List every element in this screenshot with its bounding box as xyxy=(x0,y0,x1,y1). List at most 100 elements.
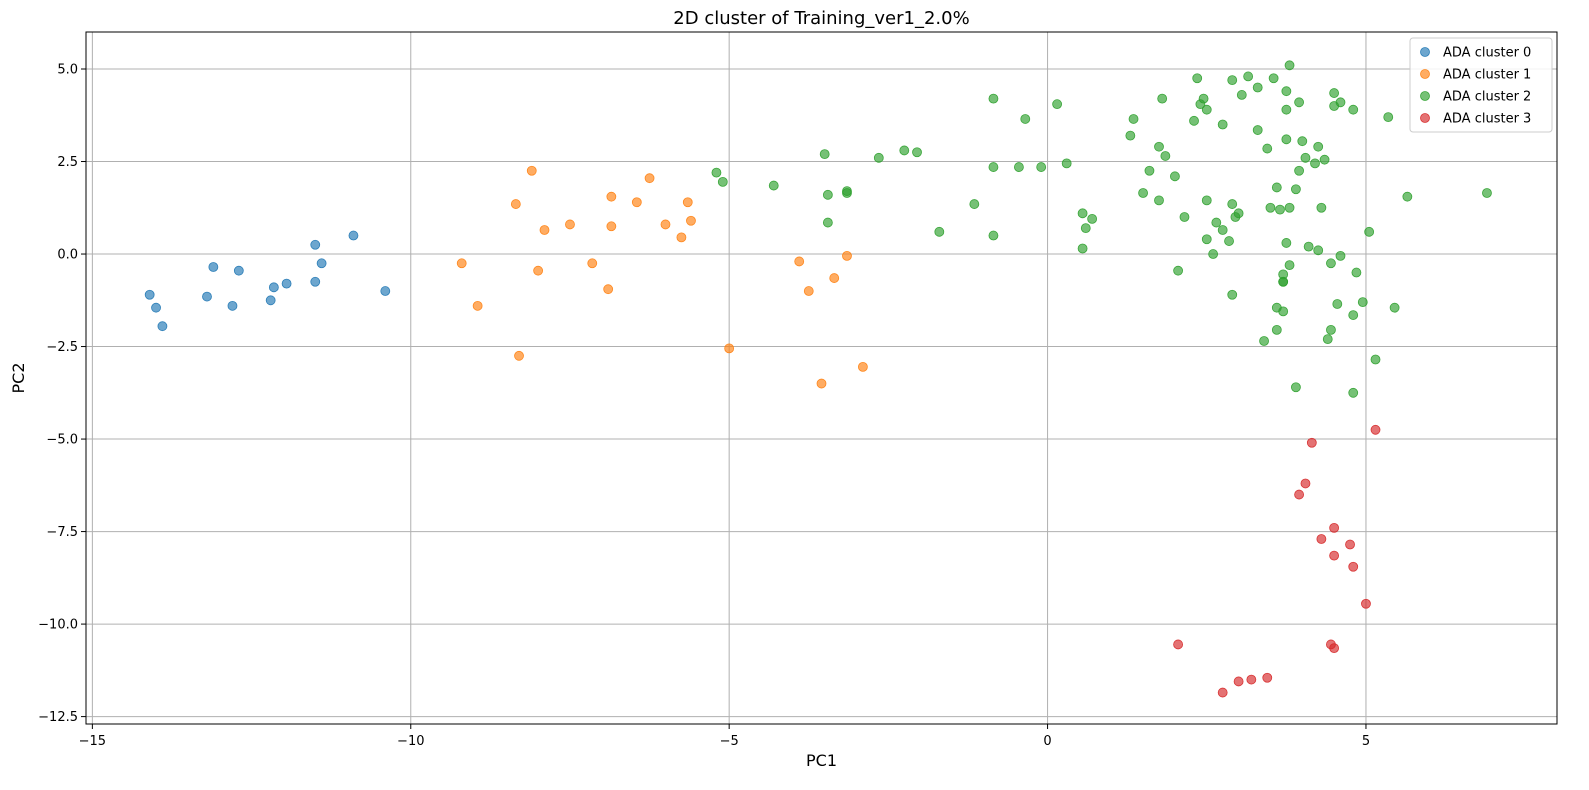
cluster-2-point xyxy=(1227,199,1238,209)
x-axis-label: PC1 xyxy=(806,751,837,770)
cluster-1-point xyxy=(533,265,544,276)
cluster-2-point xyxy=(1087,213,1098,224)
cluster-1-point xyxy=(606,191,617,202)
cluster-3-point xyxy=(1246,674,1257,685)
cluster-2-point xyxy=(1322,334,1333,345)
cluster-2-point xyxy=(822,217,833,228)
cluster-2-point xyxy=(1291,184,1301,195)
cluster-1-point xyxy=(660,219,671,230)
cluster-3-point xyxy=(1316,534,1327,544)
cluster-2-point xyxy=(822,189,833,200)
cluster-2-point xyxy=(1271,324,1282,335)
cluster-3-point xyxy=(1370,424,1381,435)
cluster-2-point xyxy=(1303,241,1314,252)
cluster-1-point xyxy=(510,199,521,209)
cluster-2-point xyxy=(1482,188,1492,198)
cluster-2-point xyxy=(1351,267,1362,278)
cluster-0-point xyxy=(348,230,359,241)
cluster-2-point xyxy=(1077,208,1088,219)
cluster-3-point xyxy=(1233,676,1244,687)
cluster-0-point xyxy=(202,291,212,302)
cluster-2-point xyxy=(1284,202,1295,213)
cluster-0-point xyxy=(316,258,327,269)
cluster-2-point xyxy=(1278,306,1289,317)
cluster-1-point xyxy=(682,197,693,208)
axis-ticks: −15 −10 −5 0 5 5.0 2.5 0.0 −2.5 −5.0 −7.5 −10.0 −12.… xyxy=(38,63,1370,749)
legend-marker xyxy=(1420,69,1430,79)
cluster-2-point xyxy=(1297,136,1308,147)
cluster-2-point xyxy=(1294,97,1304,108)
y-tick-label: −10.0 xyxy=(38,618,78,633)
cluster-1-point xyxy=(857,361,868,372)
cluster-0-point xyxy=(144,289,155,300)
cluster-1-point xyxy=(631,197,642,208)
cluster-3-point xyxy=(1300,478,1311,489)
legend-marker xyxy=(1420,47,1430,57)
cluster-1-point xyxy=(794,256,805,267)
cluster-2-point xyxy=(1262,143,1273,154)
cluster-2-point xyxy=(1154,195,1164,206)
cluster-2-point xyxy=(1348,310,1359,320)
cluster-1-point xyxy=(842,250,852,261)
cluster-2-point xyxy=(1157,93,1168,104)
cluster-0-point xyxy=(208,262,219,272)
cluster-2-point xyxy=(1319,154,1330,165)
cluster-1-point xyxy=(816,378,827,389)
cluster-2-point xyxy=(1284,60,1295,71)
cluster-1-point xyxy=(514,350,524,361)
cluster-2-point xyxy=(934,226,945,237)
cluster-1-point xyxy=(686,215,696,226)
cluster-1-point xyxy=(603,284,614,295)
cluster-2-point xyxy=(1014,162,1024,172)
cluster-2-point xyxy=(1243,71,1254,82)
cluster-1-point xyxy=(829,273,840,283)
cluster-1-point xyxy=(644,173,655,184)
cluster-2-point xyxy=(1259,336,1269,346)
cluster-2-point xyxy=(1208,249,1219,259)
cluster-2-point xyxy=(1252,125,1263,135)
cluster-2-point xyxy=(1281,86,1292,97)
cluster-2-point xyxy=(711,167,722,178)
legend-label: ADA cluster 3 xyxy=(1443,112,1531,127)
y-tick-label: 0.0 xyxy=(57,248,78,263)
cluster-2-point xyxy=(1217,225,1228,235)
cluster-3-point xyxy=(1217,687,1228,698)
cluster-2-point xyxy=(1364,226,1375,237)
cluster-2-point xyxy=(1201,234,1212,245)
cluster-2-point xyxy=(768,180,779,191)
cluster-2-point xyxy=(1128,114,1139,124)
cluster-2-point xyxy=(1310,158,1320,169)
cluster-2-point xyxy=(1335,97,1346,108)
cluster-0-point xyxy=(233,265,244,276)
data-points xyxy=(144,60,1492,698)
cluster-2-point xyxy=(1313,245,1324,256)
cluster-2-point xyxy=(1294,165,1304,176)
x-tick-label: −5 xyxy=(720,734,739,749)
cluster-2-point xyxy=(1201,195,1212,206)
cluster-1-point xyxy=(676,232,687,243)
cluster-2-point xyxy=(1227,75,1238,86)
cluster-2-point xyxy=(912,147,922,158)
cluster-0-point xyxy=(268,282,279,293)
cluster-0-point xyxy=(281,278,292,289)
y-tick-label: 5.0 xyxy=(57,63,78,78)
cluster-2-point xyxy=(1173,265,1184,276)
cluster-2-point xyxy=(1370,354,1381,365)
plot-frame xyxy=(85,31,1558,725)
legend-label: ADA cluster 2 xyxy=(1443,90,1531,105)
x-tick-label: 5 xyxy=(1362,734,1370,749)
cluster-2-point xyxy=(1389,302,1400,313)
cluster-2-point xyxy=(1211,217,1222,228)
cluster-2-point xyxy=(1192,73,1203,84)
cluster-2-point xyxy=(1201,104,1212,115)
cluster-2-point xyxy=(1224,236,1234,246)
legend-marker xyxy=(1420,113,1430,123)
x-tick-label: −10 xyxy=(397,734,424,749)
cluster-2-point xyxy=(1125,130,1136,141)
legend-label: ADA cluster 0 xyxy=(1443,46,1531,61)
cluster-1-point xyxy=(724,343,735,354)
cluster-3-point xyxy=(1173,639,1184,650)
y-tick-label: −2.5 xyxy=(46,340,78,355)
cluster-2-point xyxy=(1179,212,1190,222)
